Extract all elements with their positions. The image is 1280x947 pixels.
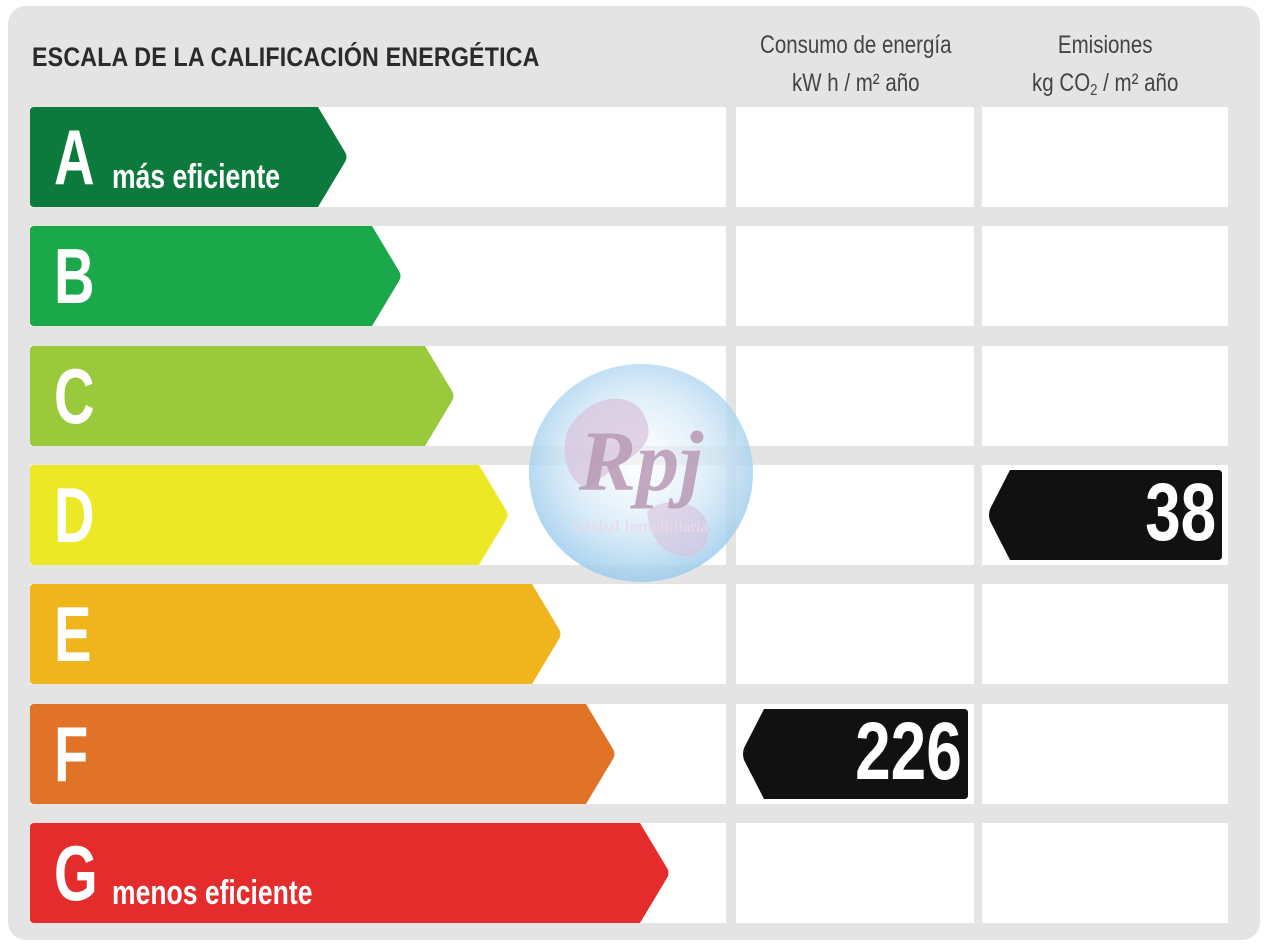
energy-cell-g [736,823,974,923]
rating-letter: D [54,471,95,559]
emissions-cell-f [982,704,1228,804]
emissions-cell-a [982,107,1228,207]
rating-bar-b [30,226,401,326]
emissions-cell-e [982,584,1228,684]
energy-cell-d [736,465,974,565]
rating-row-e: E [30,584,726,684]
emissions-header-line1: Emisiones [1057,31,1153,59]
emissions-header-unit: kg CO2 / m² año [1031,69,1179,99]
page-title: ESCALA DE LA CALIFICACIÓN ENERGÉTICA [32,42,540,72]
energy-header-line1: Consumo de energía [760,31,952,59]
emissions-column-header: Emisiones kg CO2 / m² año [982,26,1228,110]
watermark-logo-text: Rpj [578,413,704,509]
energy-cell-c [736,346,974,446]
energy-cell-a [736,107,974,207]
rating-bar-a [30,107,347,207]
energy-value-pointer [743,709,968,799]
rating-row-c: C [30,346,726,446]
rating-bar-f [30,704,615,804]
energy-cell-e [736,584,974,684]
rating-letter: E [54,590,92,678]
emissions-value-pointer [989,470,1222,560]
watermark-logo: Rpj Global Inmobiliaria [529,364,753,582]
rating-letter: C [54,352,95,440]
energy-header-unit: kW h / m² año [792,69,920,97]
energy-cell-f: 226 [736,704,974,804]
energy-value: 226 [855,706,962,797]
rating-bar-c [30,346,454,446]
emissions-value: 38 [1144,467,1216,558]
rating-letter: B [54,232,95,320]
rating-letter: G [54,829,98,917]
emissions-cell-c [982,346,1228,446]
energy-cell-b [736,226,974,326]
emissions-cell-g [982,823,1228,923]
energy-column-header: Consumo de energía kW h / m² año [736,26,976,102]
rating-description: más eficiente [112,158,281,196]
rating-letter: F [54,710,89,798]
rating-description: menos eficiente [112,874,313,912]
rating-bar-e [30,584,561,684]
rating-row-f: F [30,704,726,804]
rating-bar-d [30,465,508,565]
rating-letter: A [54,113,95,201]
emissions-cell-b [982,226,1228,326]
rating-bar-g [30,823,669,923]
emissions-cell-d: 38 [982,465,1228,565]
watermark-caption: Global Inmobiliaria [574,517,709,536]
rating-row-b: B [30,226,726,326]
